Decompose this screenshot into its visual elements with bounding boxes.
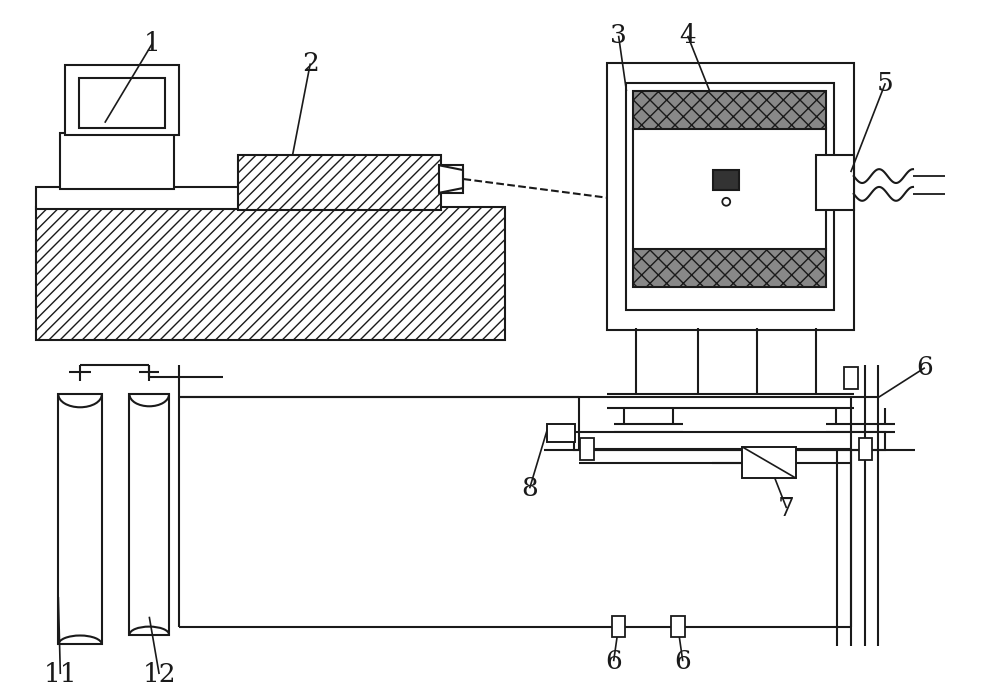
Bar — [612, 616, 625, 637]
Text: 8: 8 — [521, 476, 538, 501]
Bar — [859, 438, 872, 459]
Bar — [671, 616, 685, 637]
Text: 7: 7 — [778, 496, 795, 521]
Bar — [547, 424, 575, 442]
Bar — [816, 155, 854, 210]
Bar — [439, 165, 463, 193]
Text: 5: 5 — [877, 71, 894, 96]
Bar — [633, 91, 826, 129]
Bar — [129, 395, 169, 635]
Bar — [79, 79, 165, 128]
Text: 3: 3 — [610, 24, 627, 48]
Bar — [844, 367, 858, 389]
Text: 6: 6 — [916, 355, 933, 380]
Bar — [633, 250, 826, 287]
Bar — [607, 63, 854, 330]
Bar — [36, 206, 505, 340]
Bar — [580, 438, 594, 459]
Text: 12: 12 — [142, 662, 176, 687]
Text: 2: 2 — [302, 51, 319, 76]
Bar — [865, 365, 878, 646]
Bar — [574, 432, 885, 450]
Bar — [60, 133, 174, 189]
Circle shape — [722, 198, 730, 206]
Bar — [65, 65, 179, 135]
Text: 1: 1 — [144, 31, 161, 56]
Text: 11: 11 — [44, 662, 77, 687]
Bar — [238, 155, 441, 210]
Text: 6: 6 — [674, 648, 691, 673]
Bar — [633, 128, 826, 250]
Bar — [36, 187, 273, 208]
Bar — [626, 83, 834, 311]
Bar — [58, 395, 102, 644]
Text: 4: 4 — [679, 24, 696, 48]
Bar — [742, 447, 796, 478]
Text: 6: 6 — [605, 648, 622, 673]
Bar — [713, 170, 739, 190]
